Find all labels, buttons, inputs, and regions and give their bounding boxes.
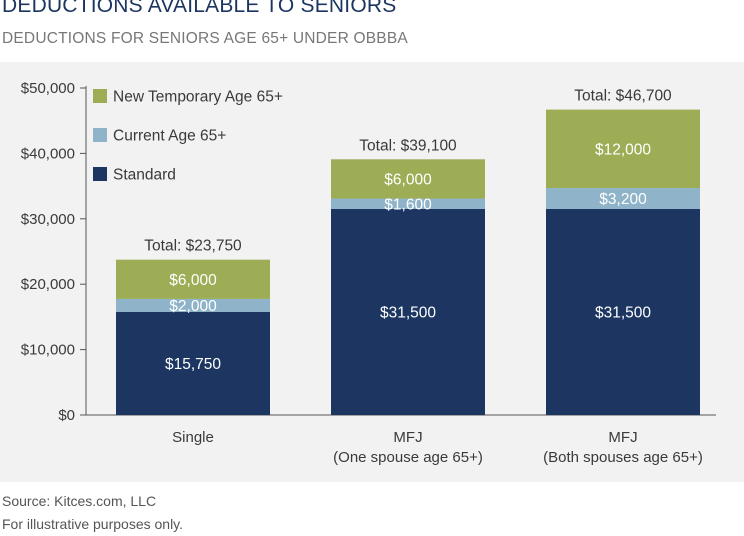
x-tick-label: MFJ (393, 429, 422, 446)
data-label: $6,000 (169, 272, 217, 289)
data-label: $2,000 (169, 298, 217, 315)
bar-segment (546, 109, 700, 189)
y-tick-label: $30,000 (21, 211, 75, 228)
y-tick-label: $20,000 (21, 276, 75, 293)
bar-segment (546, 208, 700, 415)
x-tick-label: Single (172, 429, 214, 446)
chart-title: DEDUCTIONS AVAILABLE TO SENIORS (2, 0, 397, 17)
x-tick-label: (Both spouses age 65+) (543, 449, 703, 466)
legend-swatch (93, 128, 107, 142)
total-label: Total: $46,700 (574, 88, 672, 105)
bar-segment (331, 198, 485, 209)
y-tick-label: $40,000 (21, 145, 75, 162)
data-label: $31,500 (380, 304, 436, 321)
total-label: Total: $39,100 (359, 137, 457, 154)
legend-label: Standard (113, 167, 176, 184)
y-tick-label: $10,000 (21, 342, 75, 359)
legend-label: Current Age 65+ (113, 128, 226, 145)
data-label: $1,600 (384, 196, 432, 213)
bar-segment (546, 188, 700, 209)
data-label: $31,500 (595, 304, 651, 321)
data-label: $12,000 (595, 141, 651, 158)
disclaimer-note: For illustrative purposes only. (2, 516, 184, 532)
data-label: $15,750 (165, 356, 221, 373)
bar-segment (331, 159, 485, 199)
data-label: $6,000 (384, 171, 432, 188)
y-tick-label: $0 (58, 407, 75, 424)
bar-segment (116, 259, 270, 299)
legend-swatch (93, 89, 107, 103)
bar-segment (331, 208, 485, 415)
total-label: Total: $23,750 (144, 238, 242, 255)
chart-subtitle: DEDUCTIONS FOR SENIORS AGE 65+ UNDER OBB… (2, 30, 408, 47)
x-tick-label: MFJ (608, 429, 637, 446)
source-note: Source: Kitces.com, LLC (2, 493, 157, 509)
legend-swatch (93, 167, 107, 181)
data-label: $3,200 (599, 191, 647, 208)
chart-panel: $0 $10,000 $20,000 $30,000 $40,000 $50,000 $15… (0, 62, 744, 482)
stacked-bar-chart: $0 $10,000 $20,000 $30,000 $40,000 $50,000 $15… (21, 80, 716, 466)
legend-label: New Temporary Age 65+ (113, 89, 283, 106)
y-tick-label: $50,000 (21, 80, 75, 97)
x-tick-label: (One spouse age 65+) (333, 449, 483, 466)
bar-segment (116, 311, 270, 415)
bar-segment (116, 298, 270, 312)
